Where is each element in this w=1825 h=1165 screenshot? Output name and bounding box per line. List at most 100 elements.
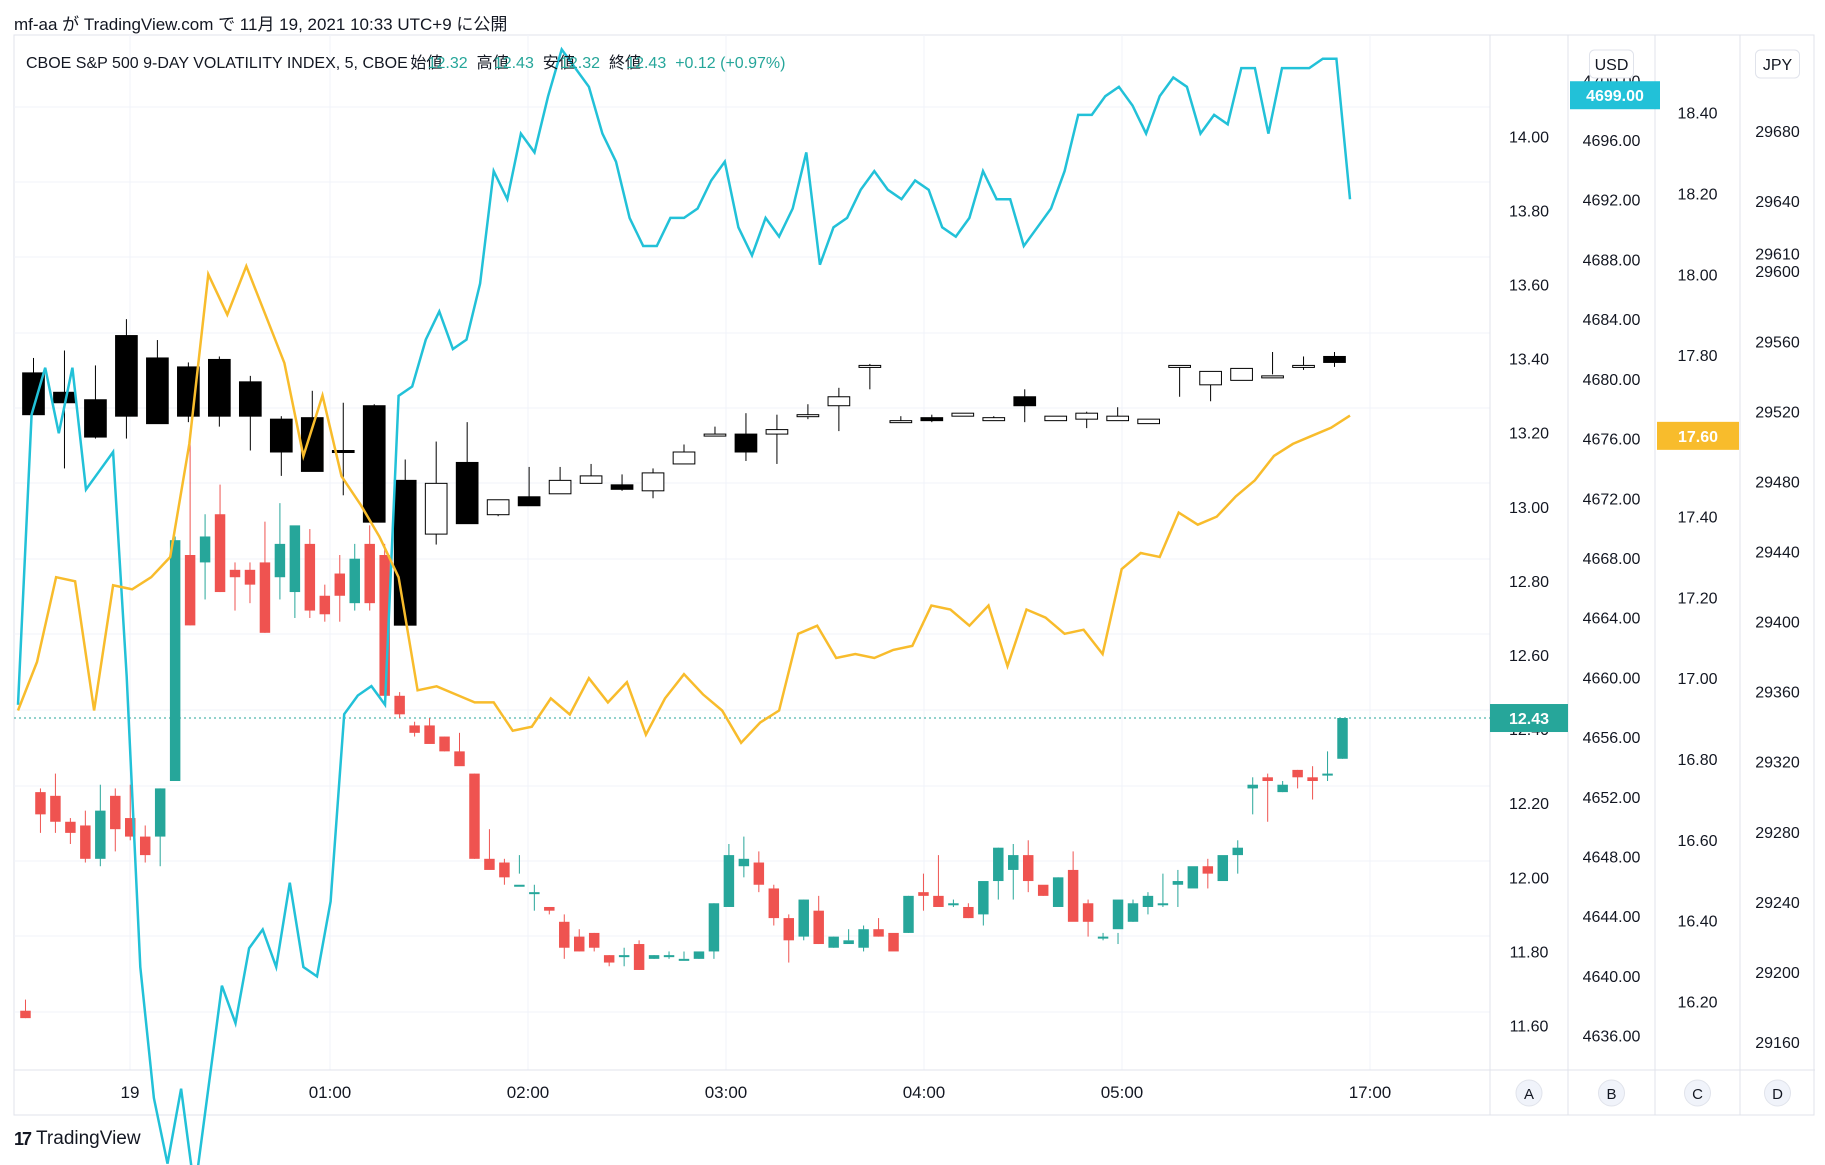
scale-C-tick: 17.80 [1677,348,1717,365]
axis-button-B [1598,1079,1625,1107]
candle-A [379,555,390,696]
scale-C-tick: 17.40 [1677,510,1717,527]
legend-close-label: 終値 [609,54,641,72]
scale-D-tick: 29160 [1755,1035,1800,1052]
legend-open: 12.32 [428,55,468,72]
candle-B [1075,412,1099,420]
candle-A [618,955,630,958]
last-price-B-bg [1570,81,1660,110]
scale-A-tick: 12.80 [1509,574,1549,591]
scale-A-tick: 14.00 [1509,129,1549,146]
candle-A [95,810,106,859]
candle-B [734,433,758,453]
scale-B-tick: 4676.00 [1583,432,1641,449]
scale-B-tick: 4648.00 [1583,850,1641,867]
legend-close: 12.43 [626,55,666,72]
candle-A [424,725,435,744]
legend-change: +0.12 (+0.97%) [675,55,785,72]
candle-B [238,381,262,417]
candle-A [274,543,286,578]
scale-B-tick: 4652.00 [1583,790,1641,807]
series-C-line [16,262,1351,745]
candle-B [920,417,944,422]
scale-D-tick: 29560 [1755,334,1800,351]
footer-brand[interactable]: 17 TradingView [14,1128,141,1150]
candle-A [1217,855,1229,882]
scale-B-tick: 4692.00 [1583,193,1641,210]
candle-A [1157,903,1169,906]
scale-C-tick: 16.80 [1677,752,1717,769]
candle-A [1022,855,1034,882]
candle-B [1044,415,1068,422]
x-tick-label: 17:00 [1349,1083,1392,1102]
candle-A [394,695,405,715]
legend-open-label: 始値 [410,54,442,72]
candle-A [1008,855,1019,870]
candle-A [1292,769,1303,778]
axis-button-label-B: B [1606,1086,1616,1103]
candle-B [1230,367,1253,381]
candle-A [454,751,465,767]
scale-A-tick: 13.80 [1509,203,1549,220]
candle-A [35,792,46,815]
candle-A [65,821,76,833]
candle-A [1172,881,1184,885]
scale-B-tick: 4644.00 [1583,909,1641,926]
candle-B [1137,418,1160,425]
candle-A [1127,903,1139,922]
candle-A [1187,866,1199,889]
candle-A [304,543,316,611]
candle-B [1168,364,1191,368]
scale-B-tick: 4660.00 [1583,670,1641,687]
candle-A [469,773,480,859]
axis-button-label-D: D [1772,1086,1783,1103]
candle-B [486,499,510,516]
scale-A-tick: 11.80 [1510,944,1549,961]
candle-A [603,955,615,963]
scale-B-tick: 4680.00 [1583,372,1641,389]
candle-A [588,932,600,948]
scale-D-tick: 29610 [1755,247,1800,264]
candle-A [110,795,121,830]
candle-A [1112,899,1124,930]
candle-A [888,932,899,952]
candle-A [978,881,989,915]
candle-B [1199,370,1222,386]
currency-button-B [1589,49,1634,79]
scale-D-tick: 29480 [1755,474,1800,491]
candle-B [1261,375,1284,379]
last-price-C: 17.60 [1678,429,1718,446]
candle-A [723,855,735,907]
last-price-A: 12.43 [1509,711,1549,728]
candle-A [1202,866,1214,874]
candle-A [334,573,346,596]
publish-info: mf-aa が TradingView.com で 11月 19, 2021 1… [14,15,508,34]
scale-D-tick: 29280 [1755,825,1800,842]
scale-C-tick: 17.20 [1677,590,1717,607]
scale-B-tick: 4668.00 [1583,551,1641,568]
candle-B [579,475,603,484]
candle-A [20,1010,31,1019]
candle-B [517,496,541,507]
candle-A [364,543,375,604]
candle-B [269,418,293,453]
candle-A [843,940,854,945]
scale-A-tick: 11.60 [1510,1019,1549,1036]
candle-A [349,558,360,604]
candle-B [393,479,417,626]
candle-B [1013,396,1037,407]
candle-A [1277,784,1288,793]
scale-C-tick: 18.20 [1677,186,1717,203]
scale-D-tick: 29200 [1755,965,1800,982]
candle-A [1247,784,1258,789]
scale-D-tick: 29600 [1755,264,1800,281]
candle-A [1097,936,1109,939]
candle-B [827,396,851,407]
candle-B [889,420,913,424]
axis-button-A [1515,1079,1543,1107]
scale-C-tick: 16.40 [1677,914,1717,931]
candle-A [903,895,914,933]
candle-B [146,357,169,425]
scale-C-tick: 17.00 [1677,671,1717,688]
